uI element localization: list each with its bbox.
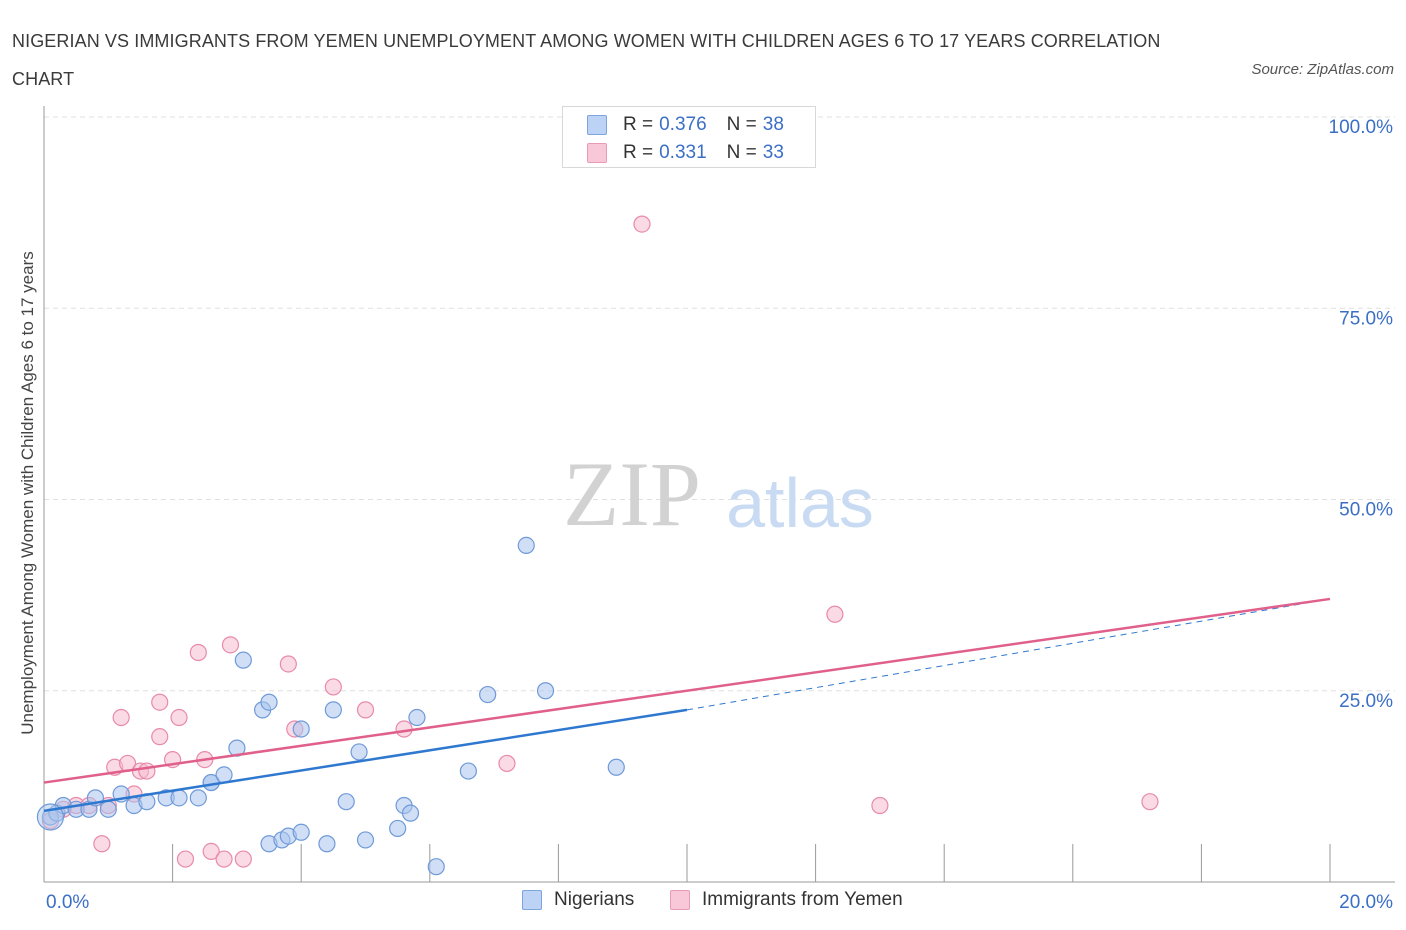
bottom-legend-label-yemen: Immigrants from Yemen xyxy=(702,889,903,910)
legend-n-value: 33 xyxy=(762,142,784,163)
yemen-point xyxy=(112,708,130,727)
nigerian-point xyxy=(292,823,310,841)
legend-r-label: R = xyxy=(623,114,654,135)
yemen-point xyxy=(176,850,195,868)
yemen-point xyxy=(138,762,156,780)
yemen-point xyxy=(1141,793,1159,811)
gridlines xyxy=(44,116,1395,692)
bottom-legend-swatch-pink xyxy=(670,890,690,910)
yemen-point xyxy=(871,796,889,815)
legend-n-label: N = xyxy=(726,114,757,135)
yemen-point xyxy=(93,835,111,853)
yemen-point xyxy=(234,850,252,868)
nigerian-point xyxy=(350,743,368,761)
source-label: Source: ZipAtlas.com xyxy=(1251,61,1394,78)
bottom-legend-swatch-blue xyxy=(522,890,542,910)
yemen-point xyxy=(202,842,220,861)
yemen-point xyxy=(215,850,233,868)
yemen-point xyxy=(151,693,169,711)
legend-r-value: 0.376 xyxy=(659,114,707,135)
nigerian-point xyxy=(459,762,477,780)
nigerian-point xyxy=(479,685,497,704)
nigerian-point xyxy=(607,758,625,776)
nigerian-point xyxy=(234,651,252,669)
data-points xyxy=(36,215,1159,876)
watermark-zip: ZIP xyxy=(563,443,701,545)
y-tick-label: 75.0% xyxy=(1339,308,1393,329)
yemen-point xyxy=(279,655,297,673)
watermark-atlas: atlas xyxy=(726,464,874,542)
chart-title: NIGERIAN VS IMMIGRANTS FROM YEMEN UNEMPL… xyxy=(12,31,1161,89)
legend-r-value: 0.331 xyxy=(659,142,707,163)
y-tick-label: 100.0% xyxy=(1329,117,1394,138)
nigerian-trend-extension xyxy=(686,598,1331,711)
legend-n-value: 38 xyxy=(762,114,784,135)
nigerian-point xyxy=(260,693,278,711)
legend-n-label: N = xyxy=(726,142,757,163)
y-tick-label: 50.0% xyxy=(1339,500,1393,521)
yemen-point xyxy=(324,678,342,696)
nigerian-point xyxy=(189,789,207,807)
nigerian-point xyxy=(170,789,188,807)
nigerian-point xyxy=(517,536,535,555)
legend-row-yemen: R = 0.331 N = 33 xyxy=(587,139,784,167)
nigerian-point xyxy=(536,682,555,700)
nigerian-point xyxy=(389,819,407,838)
yemen-point xyxy=(356,701,375,719)
nigerian-point xyxy=(36,803,65,831)
nigerian-point xyxy=(337,793,355,811)
legend-swatch-pink xyxy=(587,143,607,163)
watermark: ZIP atlas xyxy=(563,443,874,545)
tick-labels: 25.0% 50.0% 75.0% 100.0% 0.0% 20.0% xyxy=(46,117,1393,913)
nigerian-point xyxy=(292,720,310,738)
nigerian-point xyxy=(408,708,426,727)
yemen-point xyxy=(151,728,169,746)
yemen-point xyxy=(498,754,516,773)
legend-r-label: R = xyxy=(623,142,654,163)
bottom-legend-yemen: Immigrants from Yemen xyxy=(670,889,903,911)
y-tick-label: 25.0% xyxy=(1339,691,1393,712)
x-tick-label: 20.0% xyxy=(1339,892,1393,913)
legend-row-nigerians: R = 0.376 N = 38 xyxy=(587,111,784,139)
x-tick-label: 0.0% xyxy=(46,892,89,913)
yemen-point xyxy=(189,643,207,662)
yemen-point xyxy=(170,708,188,727)
nigerian-point xyxy=(318,835,336,853)
nigerian-point xyxy=(401,804,420,822)
nigerian-point xyxy=(324,701,342,719)
stats-legend: R = 0.376 N = 38 R = 0.331 N = 33 xyxy=(562,106,816,168)
yemen-point xyxy=(221,636,240,654)
trend-lines xyxy=(43,597,1331,813)
yemen-point xyxy=(633,215,651,233)
yemen-point xyxy=(395,720,413,738)
nigerian-point xyxy=(427,858,445,876)
nigerian-point xyxy=(356,831,375,849)
legend-swatch-blue xyxy=(587,115,607,135)
bottom-legend-label-nigerians: Nigerians xyxy=(554,889,635,910)
axes xyxy=(43,106,1395,883)
bottom-legend-nigerians: Nigerians xyxy=(522,889,634,911)
nigerian-point xyxy=(99,800,117,818)
yemen-trend-line xyxy=(43,597,1331,784)
yemen-point xyxy=(826,605,844,623)
nigerian-trend-line xyxy=(43,708,688,813)
